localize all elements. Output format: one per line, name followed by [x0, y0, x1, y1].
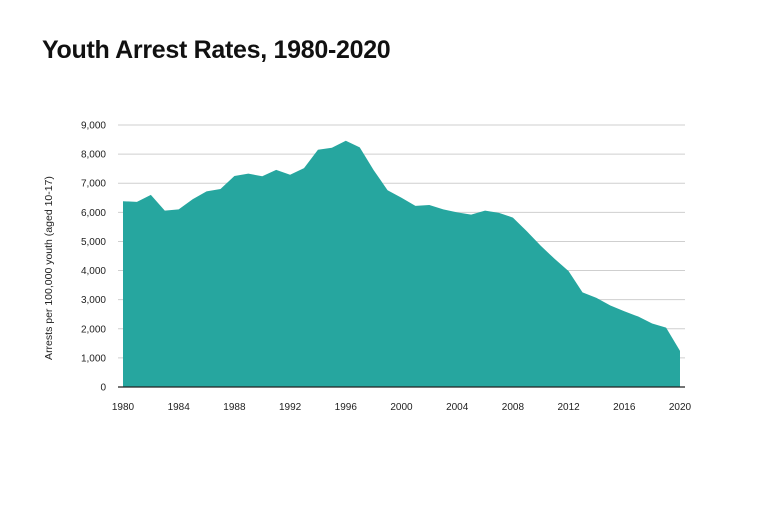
y-tick-label: 1,000	[81, 353, 106, 364]
y-tick-label: 6,000	[81, 208, 106, 219]
y-tick-label: 9,000	[81, 121, 106, 132]
y-tick-label: 3,000	[81, 295, 106, 306]
x-tick-label: 1996	[335, 402, 358, 413]
y-tick-label: 4,000	[81, 266, 106, 277]
y-axis-ticks: 0 1,000 2,000 3,000 4,000 5,000 6,000 7,000 8,00…	[81, 121, 106, 394]
y-tick-label: 0	[100, 383, 106, 394]
y-tick-label: 7,000	[81, 179, 106, 190]
x-tick-label: 2000	[390, 402, 413, 413]
x-tick-label: 2012	[557, 402, 580, 413]
x-tick-label: 2008	[502, 402, 525, 413]
x-tick-label: 1980	[112, 402, 135, 413]
area-series	[123, 140, 680, 387]
y-axis-label: Arrests per 100,000 youth (aged 10-17)	[43, 176, 55, 360]
chart-title: Youth Arrest Rates, 1980-2020	[42, 36, 391, 64]
x-tick-label: 2020	[669, 402, 692, 413]
x-tick-label: 1984	[168, 402, 191, 413]
x-tick-label: 2004	[446, 402, 469, 413]
x-tick-label: 1992	[279, 402, 302, 413]
x-tick-label: 1988	[223, 402, 246, 413]
x-axis-ticks: 1980 1984 1988 1992 1996 2000 2004 2008 2012 2016…	[112, 402, 692, 413]
x-tick-label: 2016	[613, 402, 636, 413]
y-tick-label: 8,000	[81, 150, 106, 161]
y-tick-label: 5,000	[81, 237, 106, 248]
y-tick-label: 2,000	[81, 324, 106, 335]
